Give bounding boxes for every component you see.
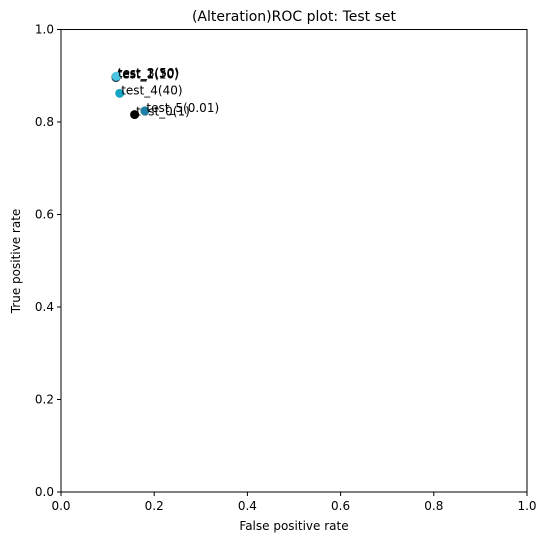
data-point (111, 71, 121, 81)
point-label: test_1(10) (117, 68, 178, 82)
point-label: test_5(0.01) (146, 101, 219, 115)
x-tick-label: 0.0 (51, 499, 70, 513)
point-label: test_0(1) (136, 105, 190, 119)
y-tick-label: 0.6 (35, 208, 54, 222)
x-tick-label: 0.2 (145, 499, 164, 513)
point-label: test_3(50) (118, 66, 179, 80)
y-tick-label: 0.8 (35, 115, 54, 129)
point-label: test_2(30) (117, 67, 178, 81)
x-tick-label: 0.6 (331, 499, 350, 513)
y-tick-label: 1.0 (35, 23, 54, 37)
chart-title: (Alteration)ROC plot: Test set (192, 9, 397, 25)
data-point (115, 88, 125, 98)
data-point (140, 106, 150, 116)
y-axis-label: True positive rate (9, 209, 23, 315)
x-axis-label: False positive rate (239, 519, 348, 533)
y-tick-label: 0.0 (35, 485, 54, 499)
x-tick-label: 1.0 (517, 499, 536, 513)
y-tick-label: 0.2 (35, 393, 54, 407)
point-label: test_4(40) (121, 83, 182, 97)
x-tick-label: 0.8 (424, 499, 443, 513)
y-tick-label: 0.4 (35, 300, 54, 314)
data-point (130, 110, 140, 120)
plot-frame (60, 29, 528, 493)
x-tick-label: 0.4 (238, 499, 257, 513)
